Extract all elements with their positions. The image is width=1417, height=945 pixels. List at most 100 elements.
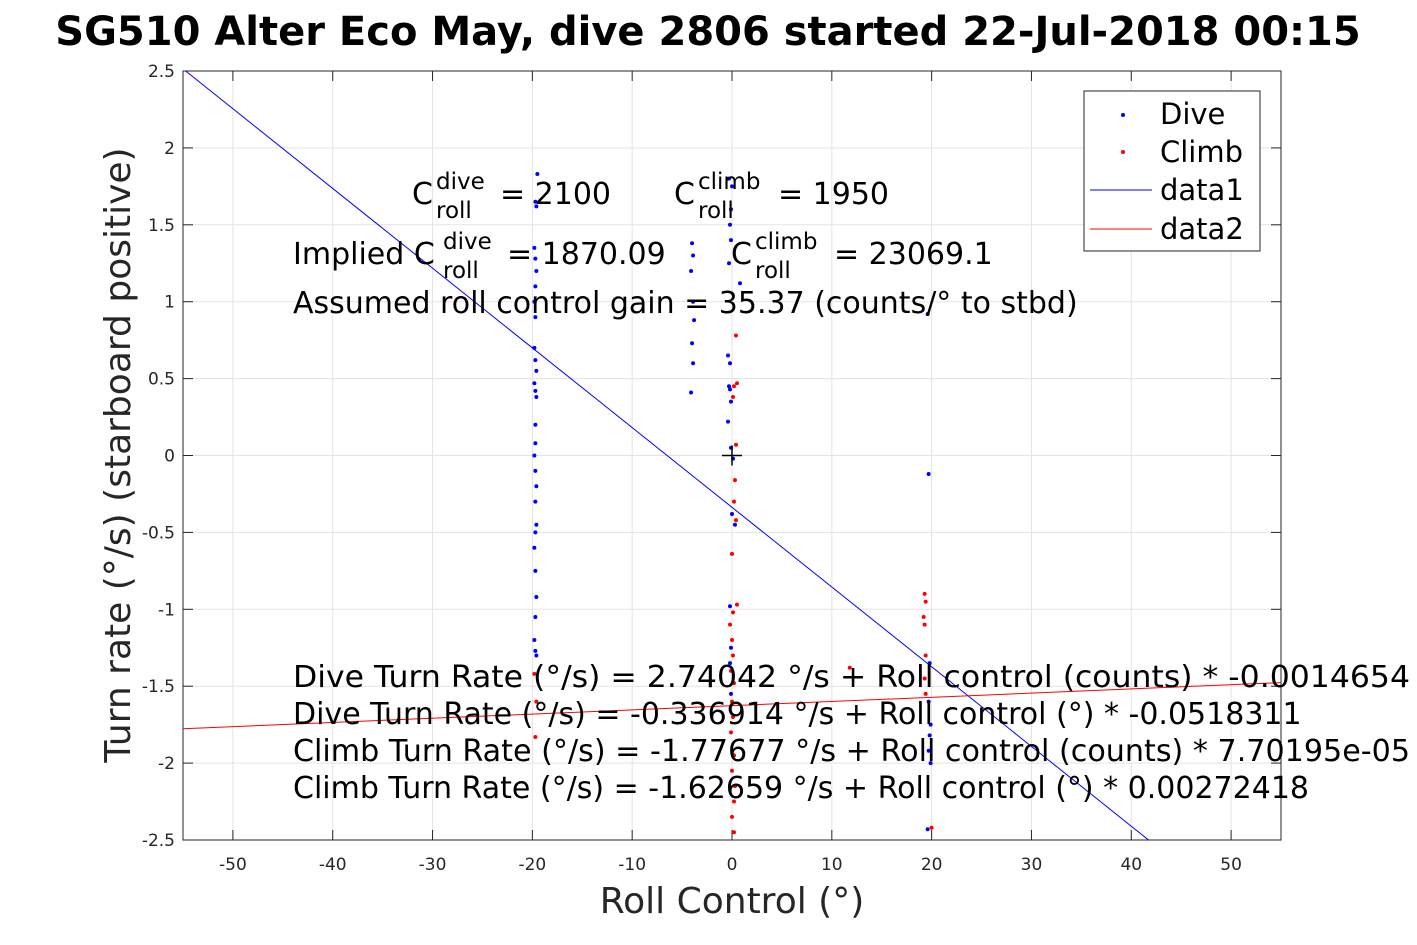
c-dive-value: = 2100 bbox=[500, 177, 611, 212]
dive-point bbox=[926, 699, 931, 704]
climb-point bbox=[734, 602, 739, 607]
dive-point bbox=[689, 268, 694, 273]
climb-point bbox=[730, 638, 734, 643]
x-tick-label: 10 bbox=[821, 855, 843, 875]
dive-point bbox=[535, 172, 540, 177]
climb-point bbox=[921, 614, 926, 619]
dive-point bbox=[726, 419, 731, 424]
dive-point bbox=[532, 245, 537, 250]
implied-prefix: Implied C bbox=[293, 237, 435, 272]
data1-fit-line bbox=[185, 70, 1149, 841]
dive-point bbox=[729, 238, 734, 243]
dive-point bbox=[533, 358, 538, 363]
climb-equation-counts: Climb Turn Rate (°/s) = -1.77677 °/s + R… bbox=[293, 734, 1410, 769]
climb-point bbox=[731, 384, 736, 389]
climb-point bbox=[731, 681, 736, 686]
x-tick-label: 40 bbox=[1120, 855, 1142, 875]
dive-point bbox=[691, 253, 696, 258]
dive-point bbox=[729, 207, 734, 212]
y-axis-label: Turn rate (°/s) (starboard positive) bbox=[98, 147, 139, 763]
dive-point bbox=[533, 499, 538, 504]
dive-point bbox=[534, 594, 539, 599]
dive-point bbox=[737, 281, 742, 286]
dive-point bbox=[533, 468, 538, 473]
dive-point bbox=[533, 568, 538, 573]
x-tick-label: -20 bbox=[518, 855, 546, 875]
chart-title: SG510 Alter Eco May, dive 2806 started 2… bbox=[55, 9, 1360, 55]
dive-point bbox=[533, 422, 538, 427]
climb-point bbox=[847, 665, 852, 670]
climb-point bbox=[733, 333, 738, 338]
y-tick-label: 2 bbox=[164, 139, 175, 159]
legend-data2-label: data2 bbox=[1160, 212, 1244, 246]
climb-point bbox=[729, 730, 734, 735]
fit-lines bbox=[182, 70, 1282, 841]
climb-point bbox=[534, 699, 539, 704]
x-tick-label: 0 bbox=[727, 855, 738, 875]
climb-equation-degrees: Climb Turn Rate (°/s) = -1.62659 °/s + R… bbox=[293, 771, 1309, 806]
dive-point bbox=[727, 261, 732, 266]
climb-point bbox=[733, 518, 738, 523]
climb-point bbox=[730, 551, 734, 556]
dive-point bbox=[532, 638, 537, 643]
x-tick-label: -10 bbox=[618, 855, 646, 875]
dive-point bbox=[927, 733, 932, 738]
climb-point bbox=[731, 830, 736, 835]
c-dive-sub: roll bbox=[436, 198, 472, 224]
x-tick-label: 50 bbox=[1220, 855, 1242, 875]
dive-point bbox=[726, 353, 731, 358]
dive-point bbox=[532, 453, 537, 458]
y-axis-ticks: 2.5 2 1.5 1 0.5 0 -0.5 -1 -1.5 -2 -2.5 bbox=[142, 62, 1281, 851]
dive-point bbox=[926, 471, 931, 476]
dive-point bbox=[926, 748, 931, 753]
x-axis-ticks: -50 -40 -30 -20 -10 0 10 20 30 40 50 bbox=[219, 71, 1242, 875]
climb-point bbox=[922, 622, 927, 627]
dive-point bbox=[532, 545, 537, 550]
implied-climb-value: = 23069.1 bbox=[834, 237, 993, 272]
dive-point bbox=[534, 368, 539, 373]
dive-point bbox=[533, 315, 538, 320]
dive-point bbox=[534, 204, 539, 209]
y-tick-label: -2 bbox=[158, 754, 175, 774]
dive-point bbox=[925, 827, 930, 832]
climb-point bbox=[731, 799, 736, 804]
climb-point bbox=[922, 591, 927, 596]
dive-point bbox=[533, 284, 538, 289]
dive-point bbox=[534, 395, 539, 400]
dive-point bbox=[533, 614, 538, 619]
climb-point bbox=[728, 622, 733, 627]
dive-point bbox=[730, 511, 734, 516]
origin-marker bbox=[722, 445, 742, 466]
climb-point bbox=[730, 768, 734, 773]
dive-point bbox=[689, 390, 694, 395]
y-tick-label: -1 bbox=[158, 600, 175, 620]
implied-climb-base: C bbox=[731, 237, 752, 272]
x-tick-label: -40 bbox=[319, 855, 347, 875]
y-tick-label: 1 bbox=[164, 293, 175, 313]
dive-point bbox=[533, 199, 538, 204]
dive-point bbox=[727, 176, 732, 181]
c-dive-base: C bbox=[412, 177, 433, 212]
dive-point bbox=[534, 268, 539, 273]
dive-point bbox=[692, 318, 697, 323]
x-tick-label: -50 bbox=[219, 855, 247, 875]
data2-fit-line bbox=[182, 682, 1282, 730]
x-tick-label: 20 bbox=[921, 855, 943, 875]
c-climb-value: = 1950 bbox=[778, 177, 889, 212]
legend-dive-marker bbox=[1121, 113, 1125, 117]
climb-point bbox=[730, 610, 735, 615]
dive-point bbox=[534, 484, 539, 489]
y-tick-label: 0.5 bbox=[148, 370, 175, 390]
y-tick-label: -2.5 bbox=[142, 831, 175, 851]
climb-point bbox=[730, 699, 734, 704]
y-tick-label: 1.5 bbox=[148, 216, 175, 236]
dive-point bbox=[728, 661, 733, 666]
climb-point bbox=[732, 784, 737, 789]
dive-point bbox=[728, 222, 733, 227]
climb-point bbox=[734, 381, 739, 386]
dive-point bbox=[729, 399, 734, 404]
dive-point bbox=[690, 241, 695, 246]
dive-point bbox=[533, 648, 538, 653]
climb-point bbox=[730, 653, 735, 658]
climb-point bbox=[731, 753, 736, 758]
